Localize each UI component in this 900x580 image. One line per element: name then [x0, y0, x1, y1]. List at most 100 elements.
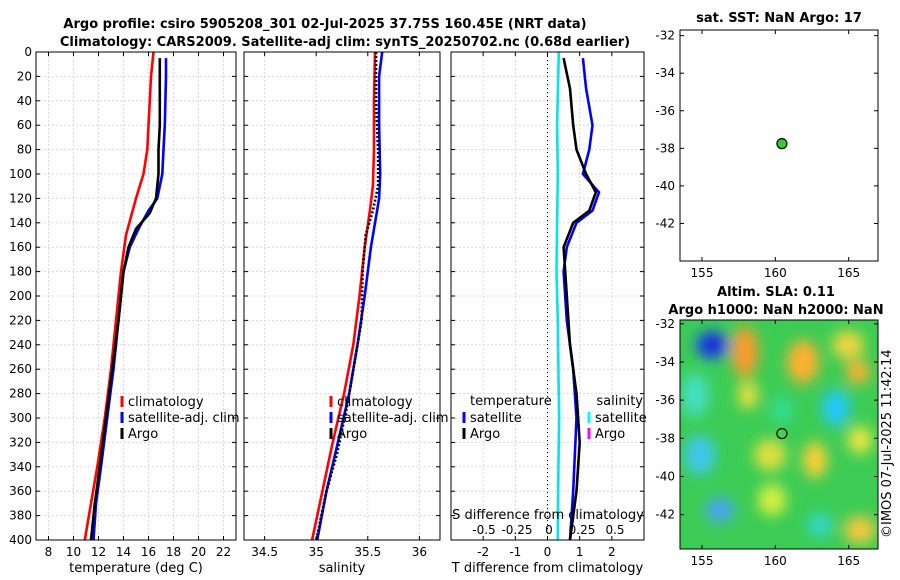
y-tick-label: 100 [9, 167, 32, 181]
difference-temperature-legend: temperature satellite Argo [462, 394, 552, 442]
s-tick-label: 0 [545, 523, 553, 537]
x-tick-label: -2 [477, 545, 489, 559]
sla-blob [732, 326, 758, 378]
x-tick-label: 2 [608, 545, 616, 559]
x-tick-label: 14 [116, 545, 131, 559]
x-tick-label: 34.5 [251, 545, 278, 559]
sla-blob [681, 373, 709, 417]
legend-label: Argo [470, 427, 500, 442]
s-tick-label: -0.5 [472, 523, 495, 537]
x-tick-label: 10 [66, 545, 81, 559]
s-difference-ticks: -0.5 -0.25 0 0.25 0.5 [472, 523, 624, 537]
x-tick-label: 20 [191, 545, 206, 559]
x-tick-label: 18 [166, 545, 181, 559]
y-tick-label: -34 [655, 66, 675, 80]
difference-salinity-legend: salinity satellite Argo [587, 394, 647, 442]
x-axis-label: salinity [319, 561, 366, 576]
x-tick-label: 8 [45, 545, 53, 559]
argo-position-marker [776, 427, 788, 440]
y-tick-label: -40 [655, 469, 675, 483]
y-tick-label: 340 [9, 460, 32, 474]
y-tick-label: 260 [9, 362, 32, 376]
s-tick-label: -0.25 [501, 523, 532, 537]
sla-blob [846, 360, 870, 384]
y-tick-label: 180 [9, 265, 32, 279]
legend-label: satellite [595, 411, 647, 426]
y-tick-label: 60 [17, 118, 32, 132]
series-line-argo [314, 52, 380, 541]
map-frame [679, 29, 879, 262]
figure-title-line2: Climatology: CARS2009. Satellite-adj cli… [60, 35, 630, 50]
series-line-t-argo [562, 57, 598, 541]
y-tick-label: 80 [17, 143, 32, 157]
figure-title-line1: Argo profile: csiro 5905208_301 02-Jul-2… [63, 17, 586, 32]
y-tick-label: 400 [9, 533, 32, 547]
legend-label: climatology [128, 395, 204, 410]
sla-blob [832, 331, 864, 359]
y-tick-label: -38 [655, 431, 675, 445]
x-tick-label: 35.5 [354, 545, 381, 559]
legend-label: climatology [337, 395, 413, 410]
x-tick-label: -1 [509, 545, 521, 559]
y-tick-label: 320 [9, 435, 32, 449]
x-tick-label: 22 [216, 545, 231, 559]
y-tick-label: 40 [17, 94, 32, 108]
y-tick-label: 0 [24, 45, 32, 59]
sla-map-panel: 155 160 165 -32 -34 -36 -38 -40 -42 [655, 317, 879, 568]
sla-blob [706, 498, 734, 522]
legend-label: satellite-adj. clim [128, 411, 240, 426]
legend-label: satellite [470, 411, 522, 426]
legend-title: salinity [596, 394, 643, 409]
legend-label: Argo [595, 427, 625, 442]
x-tick-label: 160 [764, 266, 787, 280]
y-tick-label: 140 [9, 216, 32, 230]
x-tick-label: 35 [309, 545, 324, 559]
temperature-panel: 8 10 12 14 16 18 20 220204060801001201401601802… [9, 45, 237, 576]
salinity-panel: 34.5 35 35.5 36 salinity [243, 51, 441, 576]
sla-blob [772, 398, 792, 422]
legend-label: satellite-adj. clim [337, 411, 449, 426]
y-tick-label: -32 [655, 29, 675, 43]
y-tick-label: -42 [655, 508, 675, 522]
y-tick-label: -36 [655, 104, 675, 118]
y-tick-label: -42 [655, 216, 675, 230]
argo-position-marker [776, 138, 788, 150]
y-tick-label: 160 [9, 240, 32, 254]
s-tick-label: 0.25 [569, 523, 596, 537]
s-tick-label: 0.5 [605, 523, 624, 537]
y-tick-label: -38 [655, 141, 675, 155]
y-tick-label: 280 [9, 387, 32, 401]
series-line-satellite-adj-clim [92, 58, 168, 541]
series-line-argo [89, 58, 162, 541]
legend-title: temperature [470, 394, 552, 409]
s-difference-label: S difference from climatology [452, 508, 644, 523]
sla-blob [848, 426, 872, 454]
sst-map-panel: 155 160 165 -32 -34 -36 -38 -40 -42 [655, 29, 879, 280]
sla-map-title-line2: Argo h1000: NaN h2000: NaN [668, 303, 883, 318]
sla-blob [803, 442, 827, 478]
series-line-climatology [83, 51, 155, 541]
sla-blob [685, 435, 715, 475]
x-tick-label: 160 [764, 554, 787, 568]
x-tick-label: 0 [544, 545, 552, 559]
series-line-satellite-adj-clim [315, 51, 384, 541]
x-tick-label: 1 [576, 545, 584, 559]
y-tick-label: 120 [9, 191, 32, 205]
series-line-s-satellite [555, 51, 561, 541]
sla-blob [808, 513, 832, 537]
x-tick-label: 165 [837, 266, 860, 280]
y-tick-label: 200 [9, 289, 32, 303]
difference-panel: -2 -1 0 1 2 T difference from climatology [450, 51, 645, 576]
y-tick-label: 380 [9, 509, 32, 523]
salinity-legend: climatology satellite-adj. clim Argo [329, 395, 449, 442]
y-tick-label: -40 [655, 179, 675, 193]
y-tick-label: 20 [17, 69, 32, 83]
sla-blob [787, 340, 819, 384]
sla-map-title-line1: Altim. SLA: 0.11 [717, 285, 835, 300]
copyright-text: ©IMOS 07-Jul-2025 11:42:14 [880, 349, 895, 538]
temperature-legend: climatology satellite-adj. clim Argo [120, 395, 240, 442]
y-tick-label: 220 [9, 313, 32, 327]
sla-heatmap [680, 320, 878, 549]
sla-blob [844, 516, 876, 544]
